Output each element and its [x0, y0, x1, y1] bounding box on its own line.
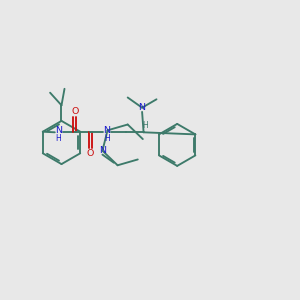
Text: O: O — [87, 148, 94, 158]
Text: O: O — [71, 107, 79, 116]
Text: N: N — [103, 126, 110, 135]
Text: N: N — [55, 126, 62, 135]
Text: H: H — [142, 121, 148, 130]
Text: N: N — [139, 103, 145, 112]
Text: N: N — [99, 146, 106, 154]
Text: H: H — [104, 134, 110, 143]
Text: H: H — [56, 134, 61, 143]
